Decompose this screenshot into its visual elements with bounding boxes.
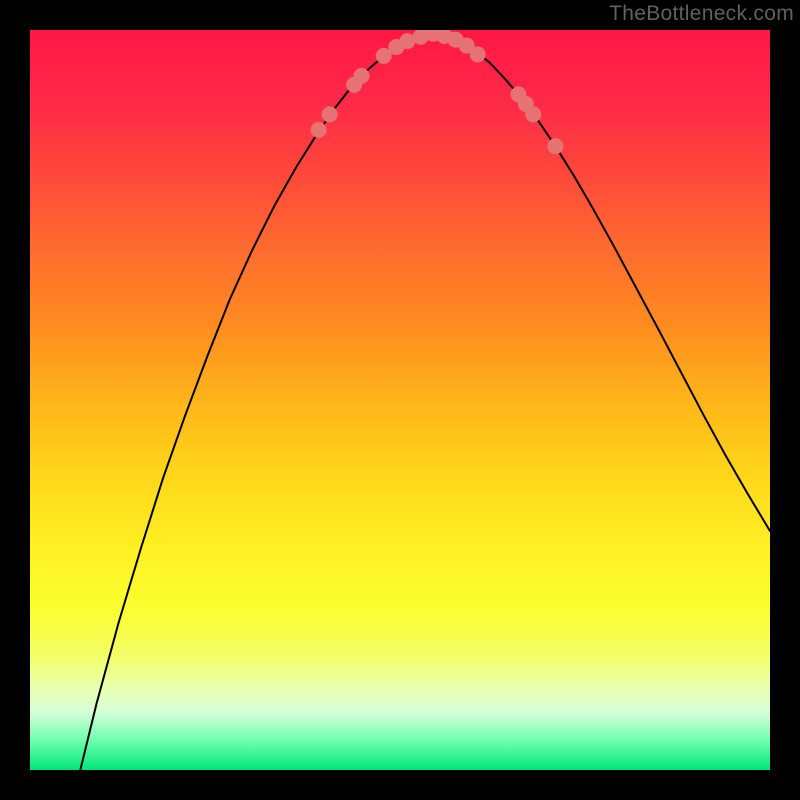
curve-marker: [547, 138, 563, 154]
curve-marker: [525, 106, 541, 122]
curve-marker: [322, 106, 338, 122]
curve-marker: [354, 68, 370, 84]
curve-marker: [311, 122, 327, 138]
chart-container: [30, 30, 770, 770]
chart-curve-layer: [30, 30, 770, 770]
watermark-text: TheBottleneck.com: [609, 2, 794, 26]
bottleneck-curve: [80, 34, 770, 770]
curve-marker: [470, 46, 486, 62]
